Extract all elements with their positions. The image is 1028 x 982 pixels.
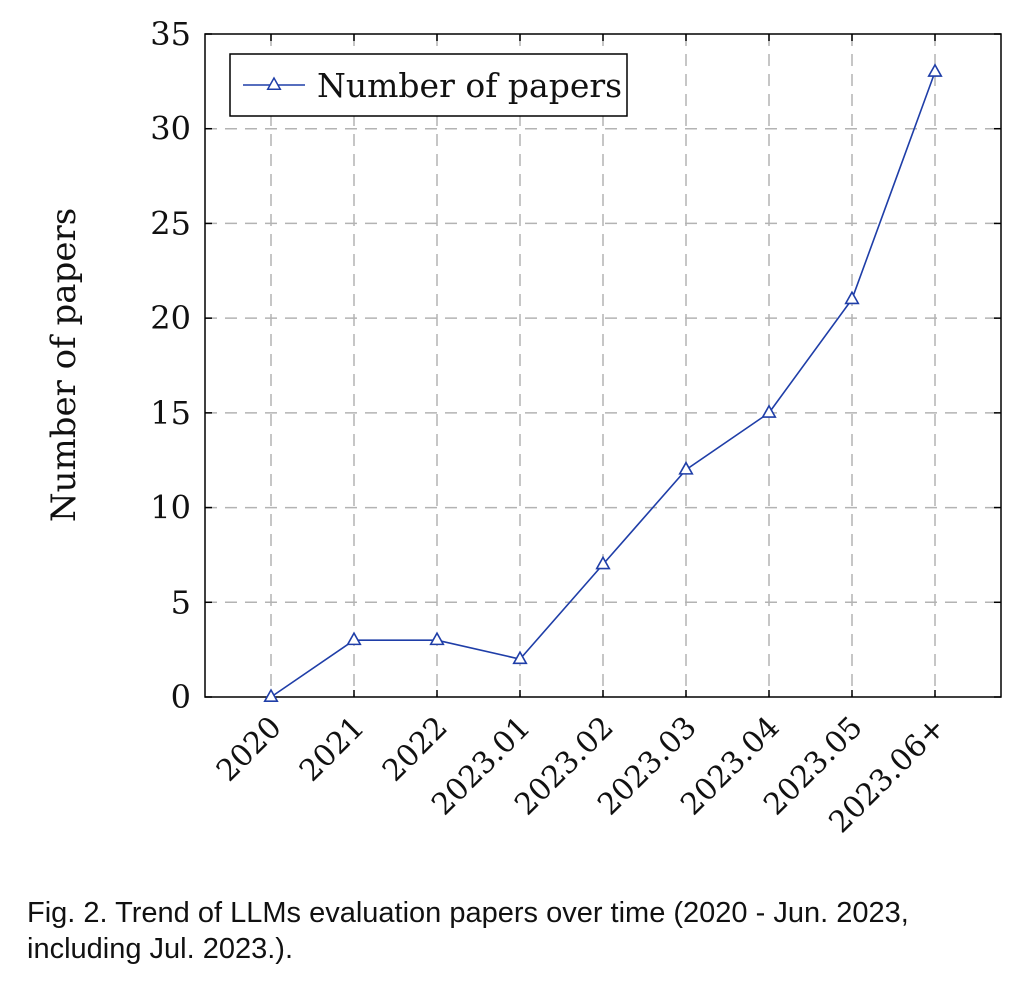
legend-triangle-marker	[266, 76, 282, 90]
data-point-marker	[927, 63, 943, 77]
data-point-marker	[678, 461, 694, 475]
y-tick-label: 20	[150, 299, 191, 337]
figure-caption: Fig. 2. Trend of LLMs evaluation papers …	[27, 897, 909, 965]
data-point-marker	[346, 631, 362, 646]
x-tick-label: 2020	[210, 710, 289, 789]
data-point-marker	[429, 631, 445, 646]
data-point-marker	[263, 688, 279, 703]
y-tick-label: 30	[150, 110, 191, 148]
line-chart: 0 5 10 15 20 25 30 35 2020 2021 2022 2023.01 2023.0…	[44, 15, 1002, 840]
y-tick-label: 5	[171, 583, 191, 621]
y-tick-label: 15	[150, 394, 191, 432]
y-tick-label: 0	[171, 678, 191, 716]
chart-canvas: 0 5 10 15 20 25 30 35 2020 2021 20222023.012023.0…	[44, 15, 1002, 840]
x-tick-label: 2022	[376, 710, 455, 789]
legend: Number of papers	[229, 53, 628, 117]
legend-entry-label: Number of papers	[317, 66, 622, 105]
data-point-marker	[512, 650, 528, 665]
x-tick-label: 2021	[293, 710, 372, 789]
data-point-marker	[844, 290, 860, 305]
grid	[205, 34, 1001, 697]
y-tick-label: 25	[150, 204, 191, 242]
data-point-marker	[595, 555, 611, 570]
y-axis-ticks: 0 5 10 15 20 25 30 35	[150, 15, 1001, 716]
y-axis-label: Number of papers	[44, 208, 84, 522]
y-tick-label: 35	[150, 15, 191, 53]
x-axis-ticks: 2020 2021 20222023.012023.022023.032023.04…	[210, 34, 953, 840]
series-layer	[263, 63, 943, 703]
data-point-marker	[761, 404, 777, 418]
y-tick-label: 10	[150, 489, 191, 527]
